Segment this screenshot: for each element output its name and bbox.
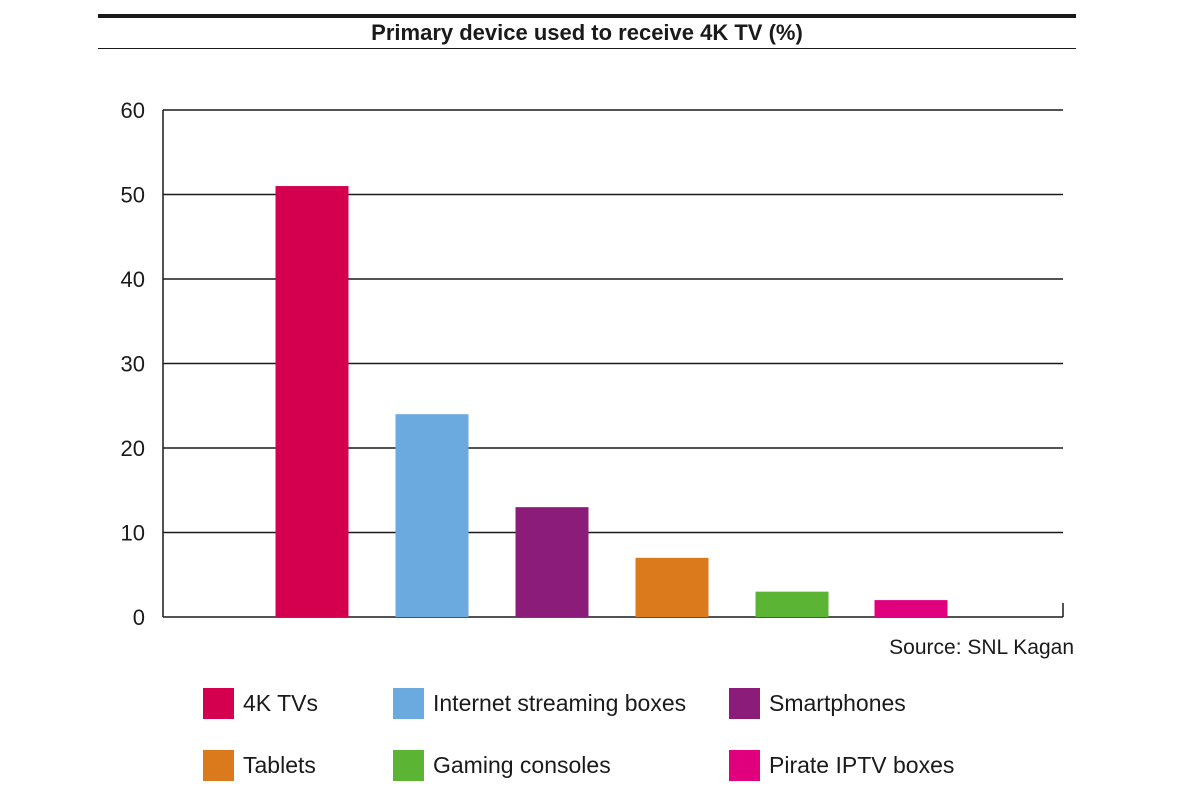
legend-label-pirate-iptv-boxes: Pirate IPTV boxes (769, 752, 955, 778)
legend-swatch-internet-streaming-boxes (393, 688, 424, 719)
bar-internet-streaming-boxes (395, 414, 469, 617)
bar-4k-tvs (275, 186, 349, 618)
legend-label-gaming-consoles: Gaming consoles (433, 752, 611, 778)
legend-swatch-4k-tvs (203, 688, 234, 719)
y-tick-label-30: 30 (121, 352, 145, 377)
legend-item-internet-streaming-boxes: Internet streaming boxes (393, 688, 686, 719)
legend-label-4k-tvs: 4K TVs (243, 690, 318, 716)
legend-swatch-gaming-consoles (393, 750, 424, 781)
y-tick-label-20: 20 (121, 436, 145, 461)
legend-swatch-pirate-iptv-boxes (729, 750, 760, 781)
y-tick-label-10: 10 (121, 521, 145, 546)
bar-smartphones (515, 507, 589, 617)
chart-title: Primary device used to receive 4K TV (%) (371, 20, 803, 45)
top-rule (98, 14, 1076, 18)
legend-item-smartphones: Smartphones (729, 688, 906, 719)
legend-item-4k-tvs: 4K TVs (203, 688, 318, 719)
legend-item-gaming-consoles: Gaming consoles (393, 750, 611, 781)
legend-label-tablets: Tablets (243, 752, 316, 778)
y-tick-label-0: 0 (133, 605, 145, 630)
source-note: Source: SNL Kagan (889, 636, 1074, 659)
y-tick-label-40: 40 (121, 267, 145, 292)
title-underline (98, 48, 1076, 49)
legend-item-pirate-iptv-boxes: Pirate IPTV boxes (729, 750, 954, 781)
bar-tablets (635, 557, 709, 617)
legend-item-tablets: Tablets (203, 750, 316, 781)
bar-gaming-consoles (755, 591, 829, 617)
y-tick-label-50: 50 (121, 183, 145, 208)
bar-pirate-iptv-boxes (874, 600, 948, 617)
y-tick-label-60: 60 (121, 98, 145, 123)
legend-label-internet-streaming-boxes: Internet streaming boxes (433, 690, 687, 716)
legend-swatch-smartphones (729, 688, 760, 719)
legend-label-smartphones: Smartphones (769, 690, 906, 716)
legend-swatch-tablets (203, 750, 234, 781)
